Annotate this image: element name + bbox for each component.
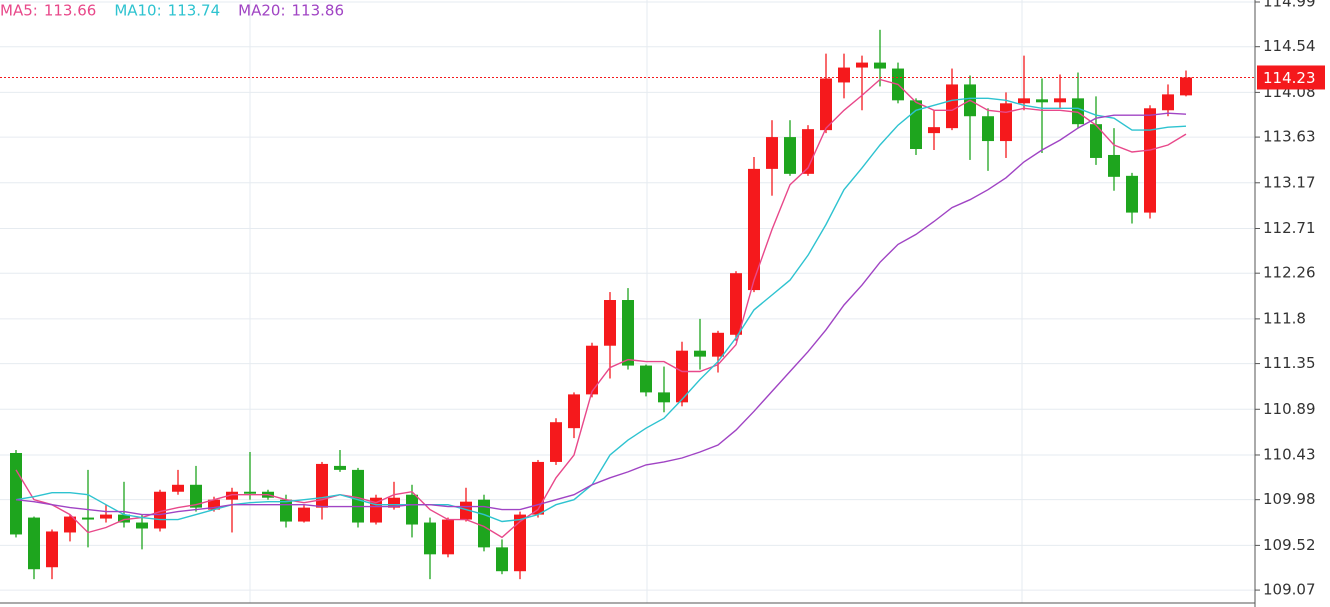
y-tick-label: 112.26 (1263, 264, 1316, 282)
y-tick-label: 111.35 (1263, 354, 1316, 372)
last-price-label: 114.23 (1263, 69, 1316, 87)
candle-body (1090, 124, 1102, 158)
candle-body (46, 531, 58, 568)
candle-body (640, 365, 652, 393)
ma-line (15, 78, 1187, 539)
candle-body (514, 514, 526, 572)
candle-body (1144, 108, 1156, 213)
y-tick-label: 110.43 (1263, 445, 1316, 463)
candle-body (1054, 98, 1066, 103)
candle-body (1018, 98, 1030, 104)
candle-body (730, 273, 742, 335)
candle-body (10, 452, 22, 535)
ma-line (15, 112, 1187, 516)
candle-body (172, 484, 184, 492)
y-tick-label: 114.99 (1263, 0, 1316, 10)
candle-body (820, 78, 832, 131)
candle-body (352, 469, 364, 523)
candle-body (946, 84, 958, 129)
legend-name: MA5: (0, 2, 38, 20)
candle-body (712, 332, 724, 357)
candle-body (1126, 175, 1138, 213)
candle-body (190, 484, 202, 508)
y-tick-label: 109.52 (1263, 536, 1316, 554)
candle-body (982, 116, 994, 142)
candle-body (478, 499, 490, 548)
candle-body (586, 345, 598, 395)
grid (0, 0, 1255, 603)
plot-area (0, 29, 1255, 580)
candle-body (496, 547, 508, 572)
candle-body (1000, 103, 1012, 142)
candle-body (1108, 154, 1120, 177)
candle-body (658, 392, 670, 403)
candle-body (874, 62, 886, 69)
candle-body (82, 517, 94, 520)
y-tick-label: 113.63 (1263, 128, 1316, 146)
candle-body (298, 507, 310, 522)
candle-body (568, 394, 580, 429)
candle-body (424, 522, 436, 555)
candle-body (550, 422, 562, 462)
candle-body (280, 499, 292, 522)
candle-body (334, 465, 346, 470)
candle-body (28, 517, 40, 570)
candle-body (676, 350, 688, 403)
legend-name: MA10: (114, 2, 161, 20)
last-price-tag (1257, 65, 1325, 90)
candle-body (604, 300, 616, 346)
candle-body (118, 514, 130, 523)
legend-value: 113.66 (44, 2, 97, 20)
y-tick-label: 109.98 (1263, 490, 1316, 508)
candle-body (442, 519, 454, 555)
candle-body (208, 499, 220, 510)
legend-value: 113.74 (168, 2, 221, 20)
candle-body (244, 491, 256, 494)
candle-body (784, 137, 796, 174)
candle-body (100, 514, 112, 519)
legend-name: MA20: (238, 2, 285, 20)
candle-body (910, 100, 922, 150)
candle-body (694, 350, 706, 357)
legend: MA5: 113.66 MA10: 113.74 MA20: 113.86 (0, 2, 344, 20)
candle-body (856, 62, 868, 68)
candle-body (406, 494, 418, 525)
candle-body (226, 491, 238, 500)
candle-body (136, 522, 148, 529)
candle-body (1162, 94, 1174, 111)
candle-body (1180, 77, 1192, 96)
candle-body (1036, 99, 1048, 103)
candle-body (748, 168, 760, 291)
y-tick-label: 109.07 (1263, 581, 1316, 599)
y-tick-label: 113.17 (1263, 173, 1316, 191)
candle-body (388, 497, 400, 508)
y-axis: 114.99114.54114.08113.63113.17112.71112.… (1255, 0, 1325, 599)
candle-body (928, 127, 940, 134)
y-tick-label: 112.71 (1263, 219, 1316, 237)
y-tick-label: 110.89 (1263, 400, 1316, 418)
candle-body (532, 461, 544, 515)
y-tick-label: 114.54 (1263, 37, 1316, 55)
candle-body (622, 300, 634, 366)
candle-body (1072, 98, 1084, 125)
candle-body (838, 67, 850, 83)
candle-body (766, 137, 778, 169)
legend-value: 113.86 (292, 2, 345, 20)
y-tick-label: 111.8 (1263, 309, 1306, 327)
candle-body (64, 516, 76, 533)
ma-line (15, 97, 1187, 523)
